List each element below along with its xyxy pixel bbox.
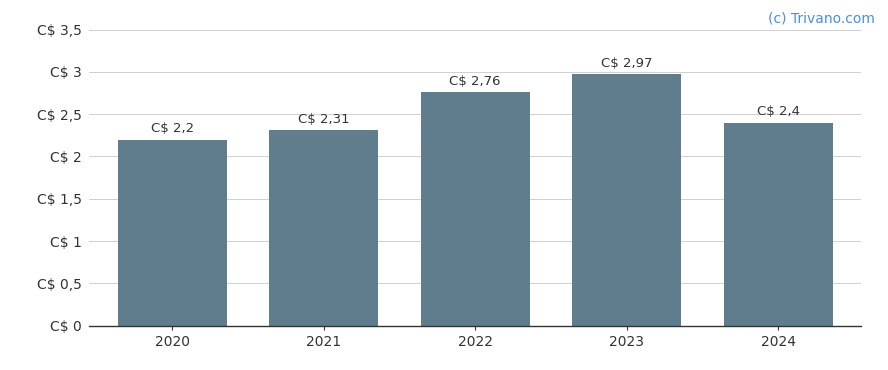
Bar xyxy=(724,122,833,326)
Text: C$ 2,2: C$ 2,2 xyxy=(151,122,194,135)
Text: C$ 2,76: C$ 2,76 xyxy=(449,75,501,88)
Bar xyxy=(269,130,378,326)
Text: (c) Trivano.com: (c) Trivano.com xyxy=(768,11,875,25)
Bar xyxy=(117,139,226,326)
Text: C$ 2,4: C$ 2,4 xyxy=(757,105,799,118)
Bar xyxy=(572,74,681,326)
Text: C$ 2,97: C$ 2,97 xyxy=(601,57,653,70)
Bar xyxy=(421,92,529,326)
Text: C$ 2,31: C$ 2,31 xyxy=(297,113,349,126)
